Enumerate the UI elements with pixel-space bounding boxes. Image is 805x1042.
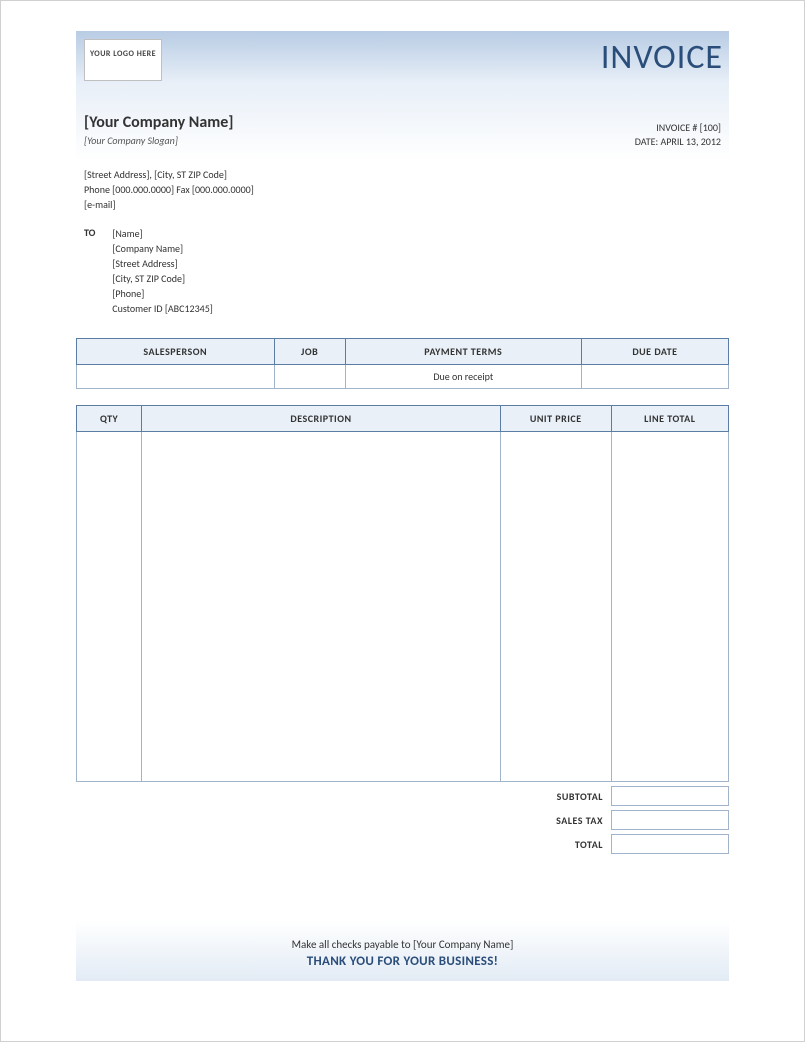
bill-to-name: [Name] <box>112 226 213 241</box>
bill-to-company: [Company Name] <box>112 241 213 256</box>
col-job: JOB <box>274 339 345 365</box>
cell-salesperson <box>77 365 275 389</box>
info-row: Due on receipt <box>77 365 729 389</box>
total-row: TOTAL <box>76 834 729 854</box>
invoice-title: INVOICE <box>601 37 723 78</box>
col-description: DESCRIPTION <box>142 406 501 432</box>
total-value <box>611 834 729 854</box>
company-address: [Street Address], [City, ST ZIP Code] Ph… <box>84 167 729 212</box>
cell-unit-price <box>500 432 611 782</box>
bill-to-lines: [Name] [Company Name] [Street Address] [… <box>112 226 213 316</box>
cell-line-total <box>611 432 728 782</box>
sales-tax-value <box>611 810 729 830</box>
col-payment-terms: PAYMENT TERMS <box>345 339 581 365</box>
cell-description <box>142 432 501 782</box>
footer: Make all checks payable to [Your Company… <box>76 920 729 981</box>
col-due-date: DUE DATE <box>581 339 728 365</box>
bill-to-label: TO <box>84 226 110 239</box>
total-label: TOTAL <box>575 838 611 851</box>
items-table: QTY DESCRIPTION UNIT PRICE LINE TOTAL <box>76 405 729 782</box>
invoice-date: DATE: APRIL 13, 2012 <box>635 135 721 149</box>
email: [e-mail] <box>84 197 729 212</box>
col-qty: QTY <box>77 406 142 432</box>
bill-to-phone: [Phone] <box>112 286 213 301</box>
subtotal-label: SUBTOTAL <box>557 790 611 803</box>
cell-payment-terms: Due on receipt <box>345 365 581 389</box>
invoice-meta: INVOICE # [100] DATE: APRIL 13, 2012 <box>635 121 721 149</box>
bill-to: TO [Name] [Company Name] [Street Address… <box>84 226 729 316</box>
company-slogan: [Your Company Slogan] <box>84 134 233 147</box>
col-line-total: LINE TOTAL <box>611 406 728 432</box>
cell-job <box>274 365 345 389</box>
bill-to-city: [City, ST ZIP Code] <box>112 271 213 286</box>
totals: SUBTOTAL SALES TAX TOTAL <box>76 786 729 854</box>
footer-payable: Make all checks payable to [Your Company… <box>76 938 729 951</box>
invoice-number: INVOICE # [100] <box>635 121 721 135</box>
col-salesperson: SALESPERSON <box>77 339 275 365</box>
header: YOUR LOGO HERE INVOICE [Your Company Nam… <box>76 31 729 161</box>
company-block: [Your Company Name] [Your Company Slogan… <box>84 113 233 147</box>
sales-tax-row: SALES TAX <box>76 810 729 830</box>
items-header-row: QTY DESCRIPTION UNIT PRICE LINE TOTAL <box>77 406 729 432</box>
invoice-page: YOUR LOGO HERE INVOICE [Your Company Nam… <box>76 31 729 1011</box>
logo-placeholder: YOUR LOGO HERE <box>84 39 162 81</box>
bill-to-customer-id: Customer ID [ABC12345] <box>112 301 213 316</box>
info-header-row: SALESPERSON JOB PAYMENT TERMS DUE DATE <box>77 339 729 365</box>
cell-due-date <box>581 365 728 389</box>
company-name: [Your Company Name] <box>84 113 233 132</box>
items-body-row <box>77 432 729 782</box>
col-unit-price: UNIT PRICE <box>500 406 611 432</box>
footer-thanks: THANK YOU FOR YOUR BUSINESS! <box>76 954 729 969</box>
bill-to-street: [Street Address] <box>112 256 213 271</box>
sales-tax-label: SALES TAX <box>556 814 611 827</box>
subtotal-row: SUBTOTAL <box>76 786 729 806</box>
info-table: SALESPERSON JOB PAYMENT TERMS DUE DATE D… <box>76 338 729 389</box>
address-line: [Street Address], [City, ST ZIP Code] <box>84 167 729 182</box>
cell-qty <box>77 432 142 782</box>
subtotal-value <box>611 786 729 806</box>
phone-fax: Phone [000.000.0000] Fax [000.000.0000] <box>84 182 729 197</box>
